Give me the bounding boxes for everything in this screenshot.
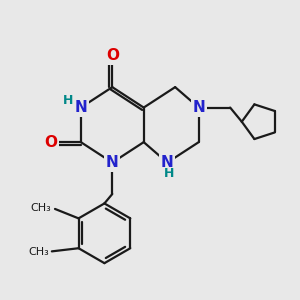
Text: O: O <box>106 48 119 63</box>
Text: H: H <box>164 167 174 180</box>
Text: N: N <box>74 100 87 115</box>
Text: CH₃: CH₃ <box>31 203 51 213</box>
Text: CH₃: CH₃ <box>28 247 49 257</box>
Text: N: N <box>192 100 205 115</box>
Text: N: N <box>106 155 119 170</box>
Text: O: O <box>44 135 58 150</box>
Text: N: N <box>161 155 174 170</box>
Text: H: H <box>62 94 73 107</box>
